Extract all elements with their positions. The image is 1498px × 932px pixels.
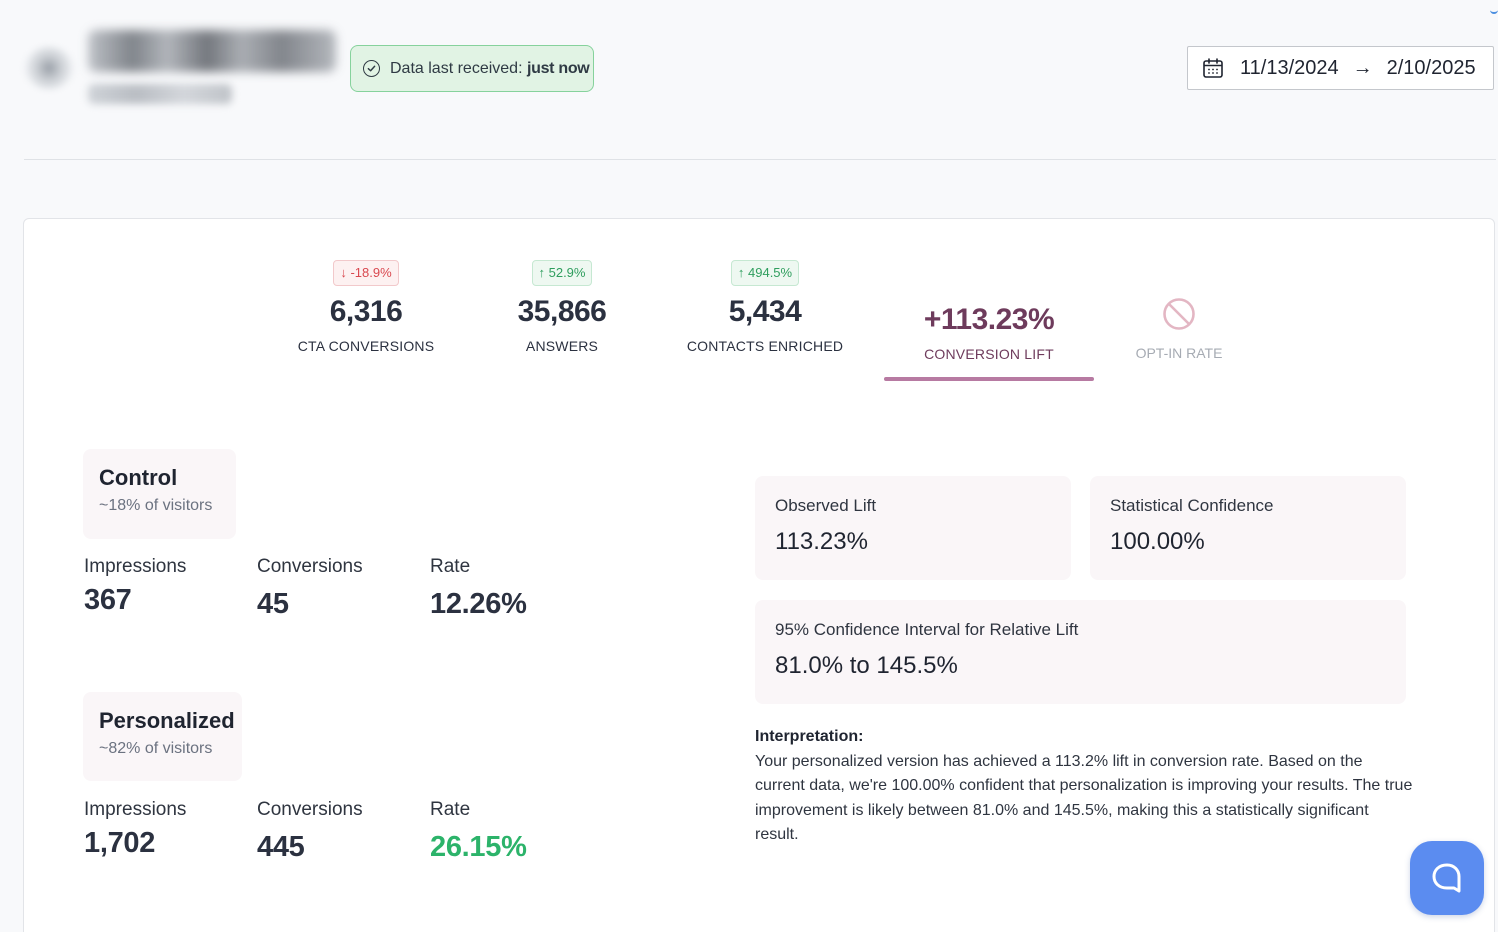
calendar-icon bbox=[1203, 58, 1223, 78]
check-circle-icon bbox=[363, 60, 380, 77]
account-name-redacted bbox=[88, 30, 336, 72]
interpretation: Interpretation: Your personalized versio… bbox=[755, 725, 1415, 848]
card-label: Statistical Confidence bbox=[1110, 496, 1274, 515]
control-impressions: Impressions 367 bbox=[84, 556, 186, 617]
metric-value: 35,866 bbox=[517, 295, 607, 328]
stat-value: 1,702 bbox=[84, 827, 156, 859]
metric-tab-answers[interactable]: ↑ 52.9% 35,866 ANSWERS bbox=[492, 260, 632, 354]
trend-badge: ↑ 494.5% bbox=[730, 260, 800, 286]
stat-label: Rate bbox=[430, 556, 471, 577]
interpretation-title: Interpretation: bbox=[755, 728, 864, 745]
stat-value: 367 bbox=[84, 584, 132, 616]
help-chat-button[interactable] bbox=[1410, 841, 1484, 915]
variant-name: Personalized bbox=[99, 708, 235, 733]
variant-name: Control bbox=[99, 465, 178, 490]
account-avatar bbox=[24, 46, 74, 90]
chat-bubble-icon bbox=[1432, 863, 1461, 893]
stat-label: Impressions bbox=[84, 556, 187, 577]
stat-label: Conversions bbox=[257, 556, 363, 577]
active-tab-indicator bbox=[884, 377, 1094, 381]
card-value: 81.0% to 145.5% bbox=[775, 652, 958, 679]
stat-value: 26.15% bbox=[430, 831, 527, 863]
confidence-interval-card: 95% Confidence Interval for Relative Lif… bbox=[755, 600, 1406, 704]
control-variant-tag: Control ~18% of visitors bbox=[83, 449, 236, 539]
interpretation-text: Your personalized version has achieved a… bbox=[755, 752, 1413, 844]
metric-tab-cta-conversions[interactable]: ↓ -18.9% 6,316 CTA CONVERSIONS bbox=[286, 260, 446, 354]
metric-label: CONTACTS ENRICHED bbox=[686, 338, 844, 354]
card-label: Observed Lift bbox=[775, 496, 877, 515]
stat-value: 12.26% bbox=[430, 588, 527, 620]
personalized-variant-tag: Personalized ~82% of visitors bbox=[83, 692, 242, 781]
stat-label: Conversions bbox=[257, 799, 363, 820]
data-status-badge: Data last received: just now bbox=[350, 45, 594, 92]
stat-value: 45 bbox=[257, 588, 289, 620]
metric-label: CTA CONVERSIONS bbox=[297, 338, 435, 354]
date-end: 2/10/2025 bbox=[1386, 56, 1476, 79]
status-value: just now bbox=[526, 59, 590, 77]
personalized-rate: Rate 26.15% bbox=[430, 799, 527, 864]
control-conversions: Conversions 45 bbox=[257, 556, 363, 621]
ban-icon bbox=[1163, 298, 1195, 330]
account-subtitle-redacted bbox=[88, 84, 232, 104]
date-start: 11/13/2024 bbox=[1240, 56, 1339, 79]
statistical-confidence-card: Statistical Confidence 100.00% bbox=[1090, 476, 1406, 580]
metric-tab-opt-in-rate[interactable]: OPT-IN RATE bbox=[1117, 297, 1241, 361]
metric-label: ANSWERS bbox=[525, 338, 599, 354]
metric-label: OPT-IN RATE bbox=[1135, 345, 1223, 361]
metric-value: +113.23% bbox=[923, 303, 1055, 336]
trend-badge: ↓ -18.9% bbox=[333, 260, 399, 286]
metric-tab-conversion-lift[interactable]: +113.23% CONVERSION LIFT bbox=[884, 294, 1094, 362]
stat-value: 445 bbox=[257, 831, 305, 863]
stat-label: Rate bbox=[430, 799, 471, 820]
status-label: Data last received: bbox=[390, 59, 523, 77]
card-value: 113.23% bbox=[775, 528, 868, 555]
date-arrow: → bbox=[1352, 56, 1373, 79]
corner-indicator bbox=[1490, 4, 1498, 14]
metric-value: 6,316 bbox=[329, 295, 403, 328]
variant-share: ~82% of visitors bbox=[99, 740, 213, 757]
control-rate: Rate 12.26% bbox=[430, 556, 527, 621]
stat-label: Impressions bbox=[84, 799, 187, 820]
observed-lift-card: Observed Lift 113.23% bbox=[755, 476, 1071, 580]
card-value: 100.00% bbox=[1110, 528, 1205, 555]
metric-value: 5,434 bbox=[728, 295, 802, 328]
trend-badge: ↑ 52.9% bbox=[531, 260, 593, 286]
personalized-conversions: Conversions 445 bbox=[257, 799, 363, 864]
header-divider bbox=[24, 159, 1496, 160]
card-label: 95% Confidence Interval for Relative Lif… bbox=[775, 620, 1079, 639]
variant-share: ~18% of visitors bbox=[99, 497, 213, 514]
date-range-picker[interactable]: 11/13/2024 → 2/10/2025 bbox=[1187, 46, 1494, 90]
metric-tab-contacts-enriched[interactable]: ↑ 494.5% 5,434 CONTACTS ENRICHED bbox=[675, 260, 855, 354]
metrics-card: ↓ -18.9% 6,316 CTA CONVERSIONS ↑ 52.9% 3… bbox=[23, 218, 1495, 932]
metric-label: CONVERSION LIFT bbox=[924, 346, 1054, 362]
personalized-impressions: Impressions 1,702 bbox=[84, 799, 186, 860]
